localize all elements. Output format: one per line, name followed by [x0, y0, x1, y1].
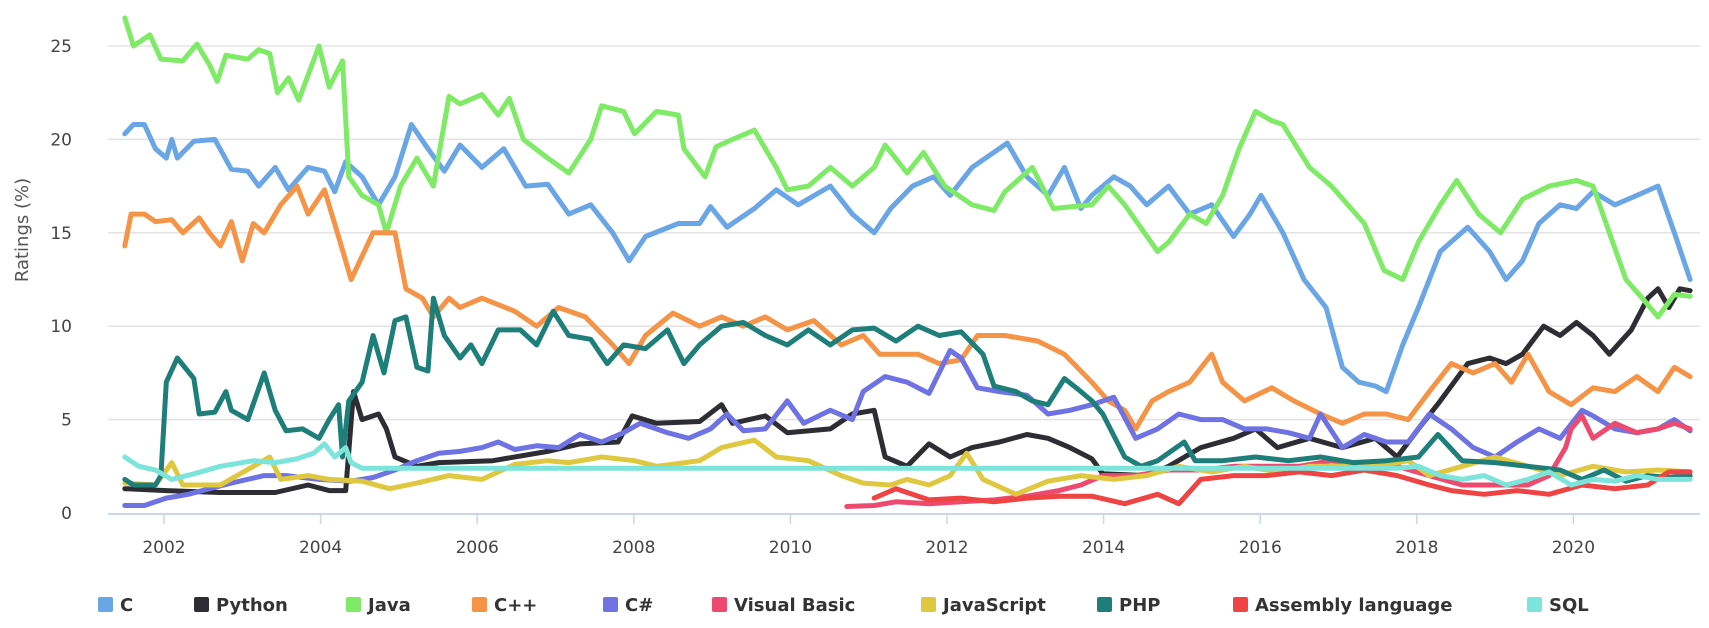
legend: C Python Java C++ C# Visual Basic JavaScript PH…: [98, 595, 1589, 616]
x-tick-label: 2018: [1395, 538, 1438, 558]
legend-item-c-[interactable]: C#: [603, 595, 653, 616]
legend-item-visual-basic[interactable]: Visual Basic: [712, 595, 855, 616]
legend-label: JavaScript: [941, 595, 1046, 616]
y-tick-label: 20: [50, 130, 72, 150]
legend-swatch: [712, 597, 727, 612]
series-line-c-[interactable]: [122, 348, 1693, 508]
legend-label: C#: [625, 595, 653, 616]
legend-swatch: [921, 597, 936, 612]
x-tick-label: 2002: [142, 538, 185, 558]
legend-item-c-[interactable]: C++: [472, 595, 537, 616]
x-tick-label: 2012: [925, 538, 968, 558]
series-line-php[interactable]: [122, 295, 1693, 488]
legend-item-c[interactable]: C: [98, 595, 133, 616]
legend-item-python[interactable]: Python: [194, 595, 288, 616]
legend-label: Visual Basic: [734, 595, 855, 616]
y-tick-label: 10: [50, 317, 72, 337]
legend-swatch: [194, 597, 209, 612]
x-tick-label: 2020: [1552, 538, 1595, 558]
series-line-assembly-language[interactable]: [871, 467, 1693, 507]
x-tick-label: 2014: [1082, 538, 1125, 558]
legend-swatch: [1097, 597, 1112, 612]
series-lines: [122, 15, 1693, 509]
y-tick-label: 5: [61, 411, 72, 431]
y-axis-ticks: 0 5 10 15 20 25: [50, 37, 72, 524]
legend-swatch: [346, 597, 361, 612]
legend-label: Java: [366, 595, 411, 616]
series-line-java[interactable]: [122, 15, 1693, 320]
y-tick-label: 25: [50, 37, 72, 57]
legend-item-php[interactable]: PHP: [1097, 595, 1160, 616]
legend-swatch: [1233, 597, 1248, 612]
y-tick-label: 15: [50, 224, 72, 244]
legend-item-javascript[interactable]: JavaScript: [921, 595, 1046, 616]
legend-label: PHP: [1119, 595, 1160, 616]
legend-item-assembly-language[interactable]: Assembly language: [1233, 595, 1452, 616]
x-tick-label: 2008: [612, 538, 655, 558]
series-line-javascript[interactable]: [122, 437, 1693, 497]
y-axis-title: Ratings (%): [12, 178, 33, 282]
legend-label: C++: [494, 595, 537, 616]
legend-swatch: [603, 597, 618, 612]
x-tick-label: 2004: [299, 538, 342, 558]
x-tick-label: 2010: [769, 538, 812, 558]
legend-swatch: [472, 597, 487, 612]
legend-item-java[interactable]: Java: [346, 595, 411, 616]
series-line-c[interactable]: [122, 122, 1693, 395]
x-tick-label: 2016: [1239, 538, 1282, 558]
x-axis: 2002 2004 2006 2008 2010 2012 2014 2016 2018 2020: [108, 513, 1700, 558]
legend-swatch: [1527, 597, 1542, 612]
series-line-sql[interactable]: [122, 441, 1693, 488]
series-line-python[interactable]: [122, 286, 1693, 495]
legend-label: C: [120, 595, 133, 616]
y-tick-label: 0: [61, 504, 72, 524]
legend-label: Assembly language: [1255, 595, 1452, 616]
legend-label: SQL: [1549, 595, 1589, 616]
series-line-c-[interactable]: [122, 183, 1693, 432]
x-tick-label: 2006: [456, 538, 499, 558]
legend-label: Python: [216, 595, 288, 616]
legend-item-sql[interactable]: SQL: [1527, 595, 1589, 616]
legend-swatch: [98, 597, 113, 612]
